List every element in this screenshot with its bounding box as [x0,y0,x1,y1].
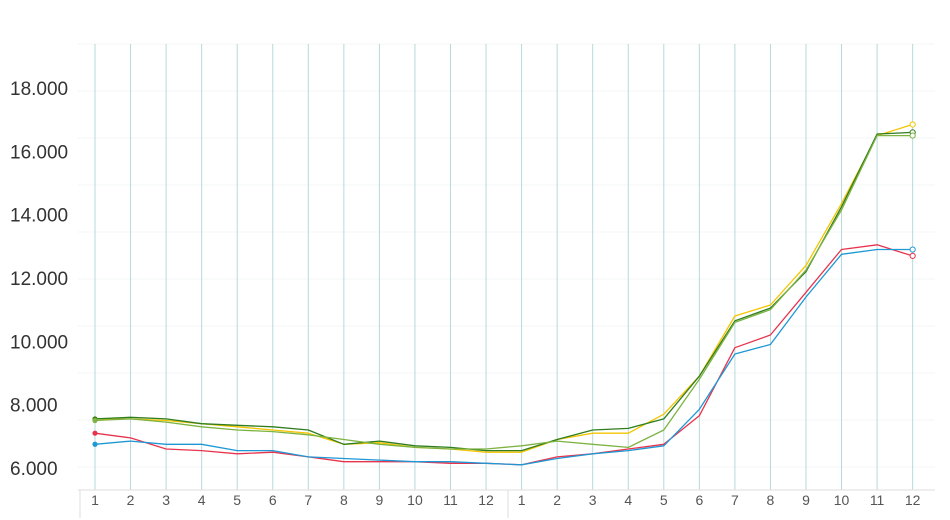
series-line-5 [94,248,913,466]
series-end-markers [92,121,916,447]
y-axis-tick-labels: 6.000 8.000 10.000 12.000 14.000 16.000 18.000 [10,79,68,480]
x-tick-label: 4 [624,492,632,508]
y-tick-label: 8.000 [10,396,58,417]
x-tick-label: 6 [269,492,277,508]
x-tick-label: 6 [695,492,703,508]
series-start-point [92,441,98,447]
x-tick-label: 10 [834,492,850,508]
x-tick-label: 10 [407,492,423,508]
y-tick-label: 16.000 [10,142,68,163]
y-tick-label: 12.000 [10,269,68,290]
x-tick-label: 3 [589,492,597,508]
x-tick-label: 11 [870,492,885,508]
x-tick-label: 12 [478,492,494,508]
x-tick-label: 9 [802,492,810,508]
x-tick-label: 9 [376,492,384,508]
x-tick-label: 2 [127,492,135,508]
x-tick-label: 5 [233,492,241,508]
vertical-gridlines [78,43,935,490]
x-tick-label: 7 [731,492,739,508]
x-tick-label: 7 [304,492,312,508]
x-tick-label: 2 [553,492,561,508]
y-tick-label: 18.000 [10,79,68,100]
x-tick-label: 11 [443,492,458,508]
series-end-point [909,132,916,139]
y-tick-label: 10.000 [10,332,68,353]
series-line-4 [94,244,913,466]
x-tick-label: 5 [660,492,668,508]
series-line-3 [94,134,913,450]
series-end-point [909,121,916,128]
x-tick-label: 8 [340,492,348,508]
series-start-point [92,417,98,424]
series-end-point [909,246,916,253]
series-line-1 [95,123,913,453]
x-axis: 1 2 3 4 5 6 7 8 9 10 11 12 1 2 3 4 5 6 7 8 9 10 11 12 [78,489,935,518]
x-tick-label: 4 [198,492,206,508]
y-tick-label: 14.000 [10,206,68,227]
y-tick-label: 6.000 [10,459,58,480]
series-line-2 [94,131,913,452]
series-start-point [92,430,98,436]
x-tick-label: 12 [905,492,921,508]
x-tick-label: 1 [518,492,526,508]
x-tick-label: 8 [767,492,775,508]
x-tick-label: 1 [91,492,99,508]
series-end-point [909,252,916,259]
x-tick-label: 3 [162,492,170,508]
series-lines [94,123,913,466]
